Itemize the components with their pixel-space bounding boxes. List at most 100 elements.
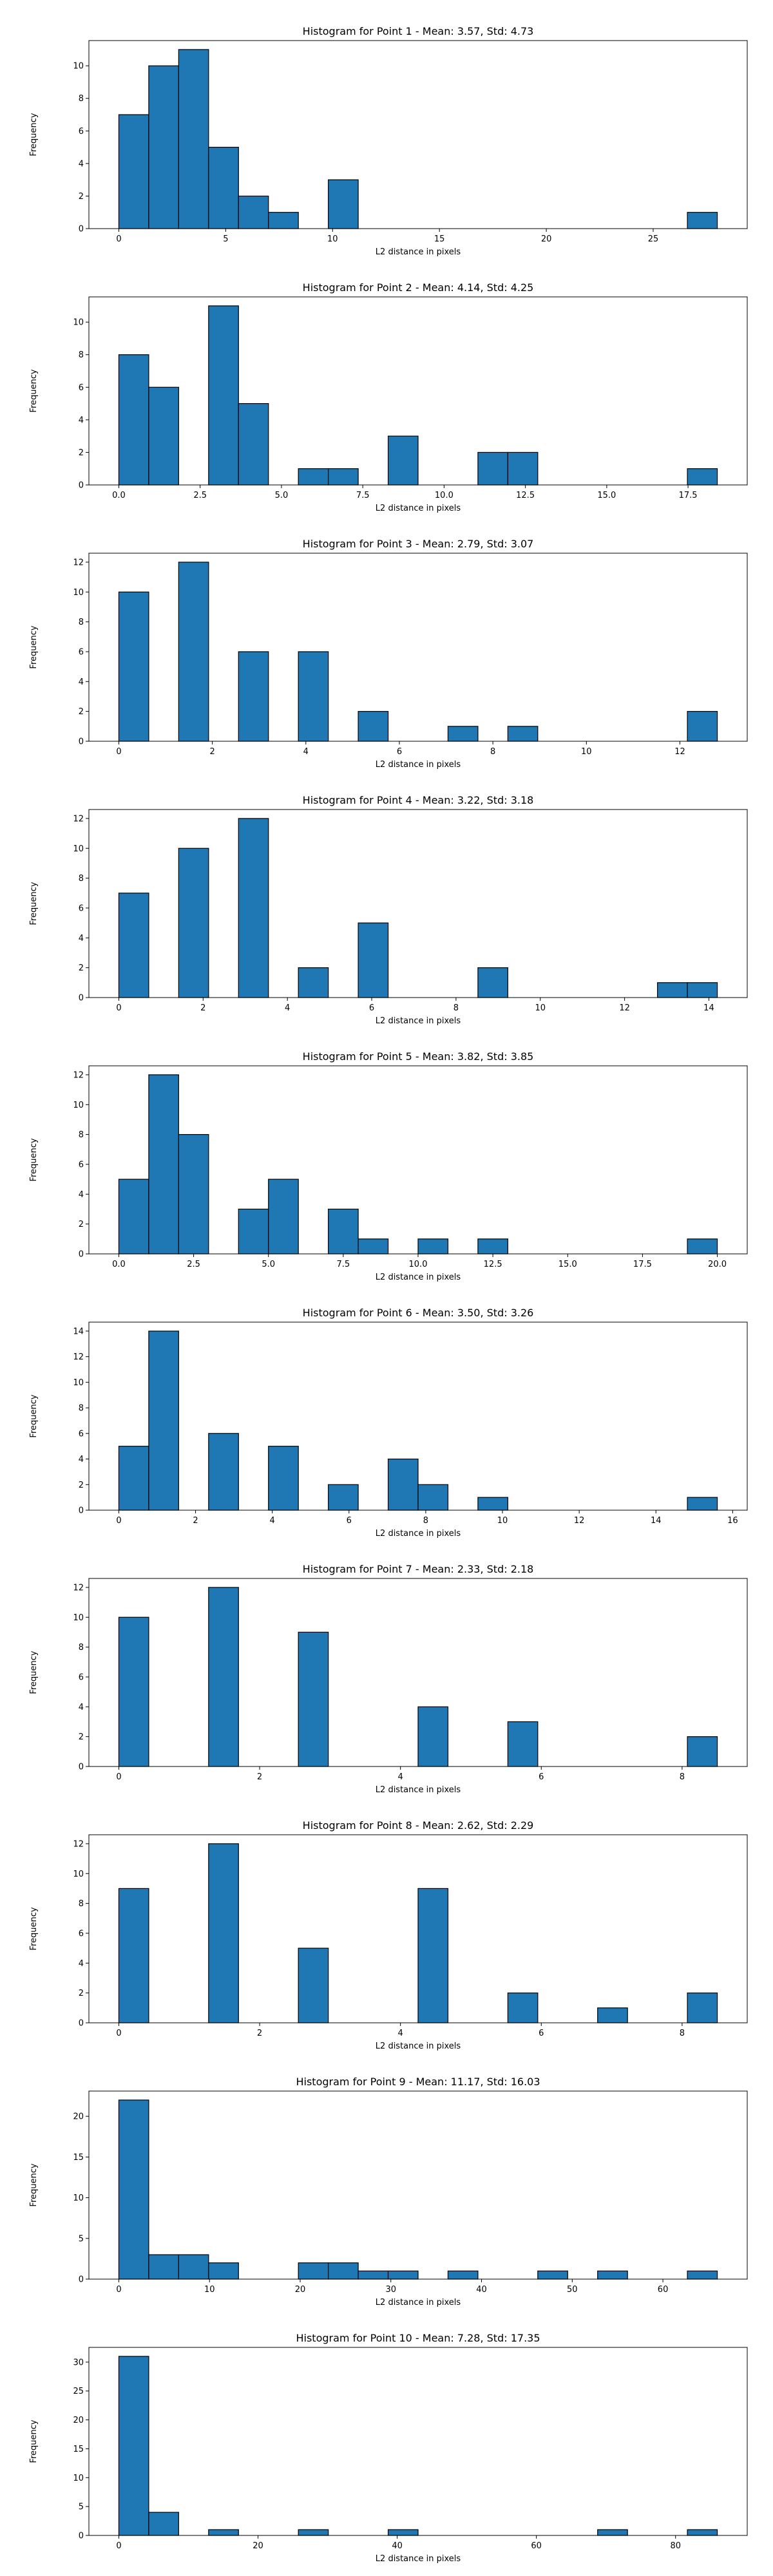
y-tick-label: 15 — [73, 2445, 84, 2454]
histogram-panel-1: 0 5 10 15 20 25 0 2 4 6 8 10 Histogram for Point 1 -… — [29, 25, 748, 257]
histogram-panel-4: 0 2 4 6 8 10 12 14 0 2 4 6 8 10 12 Histogram for Point … — [29, 794, 748, 1026]
y-tick-label: 8 — [79, 1899, 84, 1909]
x-tick-label: 10 — [497, 1516, 508, 1526]
y-tick-label: 6 — [79, 127, 84, 137]
x-tick-label: 15.0 — [558, 1260, 577, 1269]
y-axis-label: Frequency — [29, 1138, 39, 1181]
y-tick-label: 0 — [79, 1250, 84, 1260]
x-tick-label: 40 — [476, 2285, 487, 2295]
y-tick-label: 5 — [79, 2234, 84, 2244]
y-tick-label: 10 — [73, 2474, 84, 2483]
histogram-bar — [208, 2262, 239, 2280]
y-tick-label: 25 — [73, 2387, 84, 2396]
histogram-bar — [118, 1888, 149, 2023]
histogram-bar — [447, 2270, 479, 2280]
histogram-bar — [477, 967, 508, 998]
x-axis-label: L2 distance in pixels — [376, 247, 461, 257]
x-tick-label: 20 — [541, 234, 552, 244]
x-tick-label: 2 — [200, 1003, 205, 1013]
x-axis-label: L2 distance in pixels — [376, 760, 461, 770]
x-tick-label: 6 — [347, 1516, 352, 1526]
histogram-bar — [477, 1238, 508, 1255]
y-tick-label: 2 — [79, 707, 84, 717]
chart-title: Histogram for Point 8 - Mean: 2.62, Std:… — [303, 1819, 534, 1832]
x-tick-label: 5 — [223, 234, 228, 244]
x-tick-label: 60 — [531, 2541, 542, 2551]
histogram-bar — [417, 1706, 449, 1767]
histogram-bar — [657, 982, 688, 998]
histogram-bar — [358, 711, 389, 742]
x-tick-label: 10.0 — [409, 1260, 428, 1269]
x-tick-label: 12.5 — [516, 491, 535, 500]
histogram-bar — [687, 468, 718, 486]
histogram-bar — [238, 1208, 269, 1255]
histogram-bar — [387, 1458, 419, 1511]
histogram-panel-9: 0 10 20 30 40 50 60 0 5 10 15 20 Histogram for Point… — [29, 2076, 748, 2307]
axes-frame — [88, 1321, 748, 1511]
histogram-bar — [507, 1721, 539, 1767]
histogram-bar — [687, 982, 718, 998]
histogram-bar — [208, 1587, 239, 1767]
x-tick-label: 4 — [398, 2029, 403, 2038]
histogram-bar — [118, 354, 149, 486]
x-tick-label: 7.5 — [337, 1260, 350, 1269]
x-tick-label: 8 — [680, 1772, 685, 1782]
histogram-bar — [118, 2099, 149, 2280]
x-tick-label: 8 — [680, 2029, 685, 2038]
x-tick-label: 6 — [369, 1003, 374, 1013]
y-tick-label: 12 — [73, 1352, 84, 1362]
x-axis-label: L2 distance in pixels — [376, 2041, 461, 2051]
y-tick-label: 30 — [73, 2358, 84, 2367]
x-tick-label: 12 — [574, 1516, 585, 1526]
histogram-bar — [118, 1446, 149, 1511]
axes-frame — [88, 809, 748, 998]
x-tick-label: 80 — [670, 2541, 681, 2551]
histogram-bar — [328, 179, 359, 229]
axes-frame — [88, 1834, 748, 2023]
histogram-bar — [118, 1179, 149, 1255]
y-axis-label: Frequency — [29, 882, 39, 925]
histogram-bar — [298, 468, 329, 486]
x-axis-label: L2 distance in pixels — [376, 1529, 461, 1539]
histogram-panel-7: 0 2 4 6 8 0 2 4 6 8 10 12 Histogram for Point 7 - Me… — [29, 1563, 748, 1795]
x-tick-label: 16 — [727, 1516, 738, 1526]
x-tick-label: 0 — [116, 1516, 121, 1526]
y-tick-label: 8 — [79, 350, 84, 360]
x-tick-label: 5.0 — [262, 1260, 275, 1269]
y-tick-label: 12 — [73, 558, 84, 567]
y-tick-label: 4 — [79, 415, 84, 425]
histogram-bar — [358, 922, 389, 998]
x-tick-label: 10 — [204, 2285, 215, 2295]
histogram-bar — [687, 711, 718, 742]
x-tick-label: 0 — [116, 1772, 121, 1782]
y-tick-label: 6 — [79, 1160, 84, 1170]
x-tick-label: 17.5 — [679, 491, 698, 500]
histogram-bar — [298, 2262, 329, 2280]
histogram-panel-3: 0 2 4 6 8 10 12 0 2 4 6 8 10 12 Histogram for Point 3 … — [29, 538, 748, 770]
histogram-bar — [358, 1238, 389, 1255]
histogram-bar — [537, 2270, 568, 2280]
y-tick-label: 4 — [79, 1959, 84, 1969]
histogram-bar — [687, 1238, 718, 1255]
y-tick-label: 4 — [79, 1190, 84, 1200]
histogram-bar — [687, 1497, 718, 1511]
histogram-bar — [387, 2270, 419, 2280]
histogram-bar — [208, 1843, 239, 2023]
x-tick-label: 0 — [116, 2541, 121, 2551]
x-tick-label: 12 — [674, 747, 685, 757]
axes-frame — [88, 40, 748, 229]
x-tick-label: 14 — [651, 1516, 662, 1526]
y-tick-label: 4 — [79, 159, 84, 169]
x-tick-label: 4 — [285, 1003, 290, 1013]
y-tick-label: 6 — [79, 383, 84, 393]
histogram-bar — [447, 726, 479, 742]
x-tick-label: 5.0 — [275, 491, 289, 500]
x-tick-label: 14 — [703, 1003, 714, 1013]
histogram-bar — [507, 451, 539, 486]
y-tick-label: 4 — [79, 1703, 84, 1712]
x-tick-label: 2 — [209, 747, 215, 757]
y-tick-label: 20 — [73, 2416, 84, 2425]
histogram-bar — [687, 1993, 718, 2023]
histogram-bar — [477, 451, 508, 486]
y-tick-label: 12 — [73, 1839, 84, 1849]
